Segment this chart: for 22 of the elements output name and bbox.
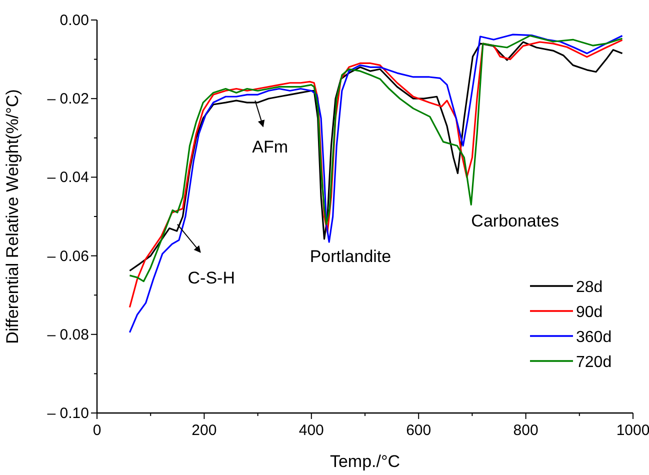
legend-label: 28d bbox=[576, 279, 603, 296]
y-tick-label: – 0.10 bbox=[47, 405, 89, 422]
y-tick-label: – 0.02 bbox=[47, 90, 89, 108]
x-tick-label: 800 bbox=[513, 422, 538, 439]
legend-label: 90d bbox=[576, 304, 603, 321]
y-tick-label: – 0.06 bbox=[47, 248, 89, 265]
x-tick-label: 400 bbox=[298, 422, 324, 439]
y-axis-title: Differential Relative Weight(%/°C) bbox=[3, 89, 22, 344]
y-tick-label: 0.00 bbox=[60, 12, 89, 29]
annotation: Carbonates bbox=[471, 212, 560, 231]
annotation: C-S-H bbox=[188, 268, 236, 288]
legend-label: 720d bbox=[576, 354, 612, 371]
y-tick-label: – 0.08 bbox=[47, 326, 89, 344]
x-tick-label: 200 bbox=[192, 422, 217, 439]
x-tick-label: 0 bbox=[92, 422, 102, 439]
x-tick-label: 600 bbox=[406, 422, 432, 439]
x-axis-title: Temp./°C bbox=[330, 452, 400, 471]
legend-label: 360d bbox=[576, 329, 612, 346]
annotation: Portlandite bbox=[310, 247, 392, 266]
x-tick-label: 1000 bbox=[616, 422, 649, 439]
y-tick-label: – 0.04 bbox=[47, 169, 89, 186]
annotation: AFm bbox=[252, 138, 288, 157]
